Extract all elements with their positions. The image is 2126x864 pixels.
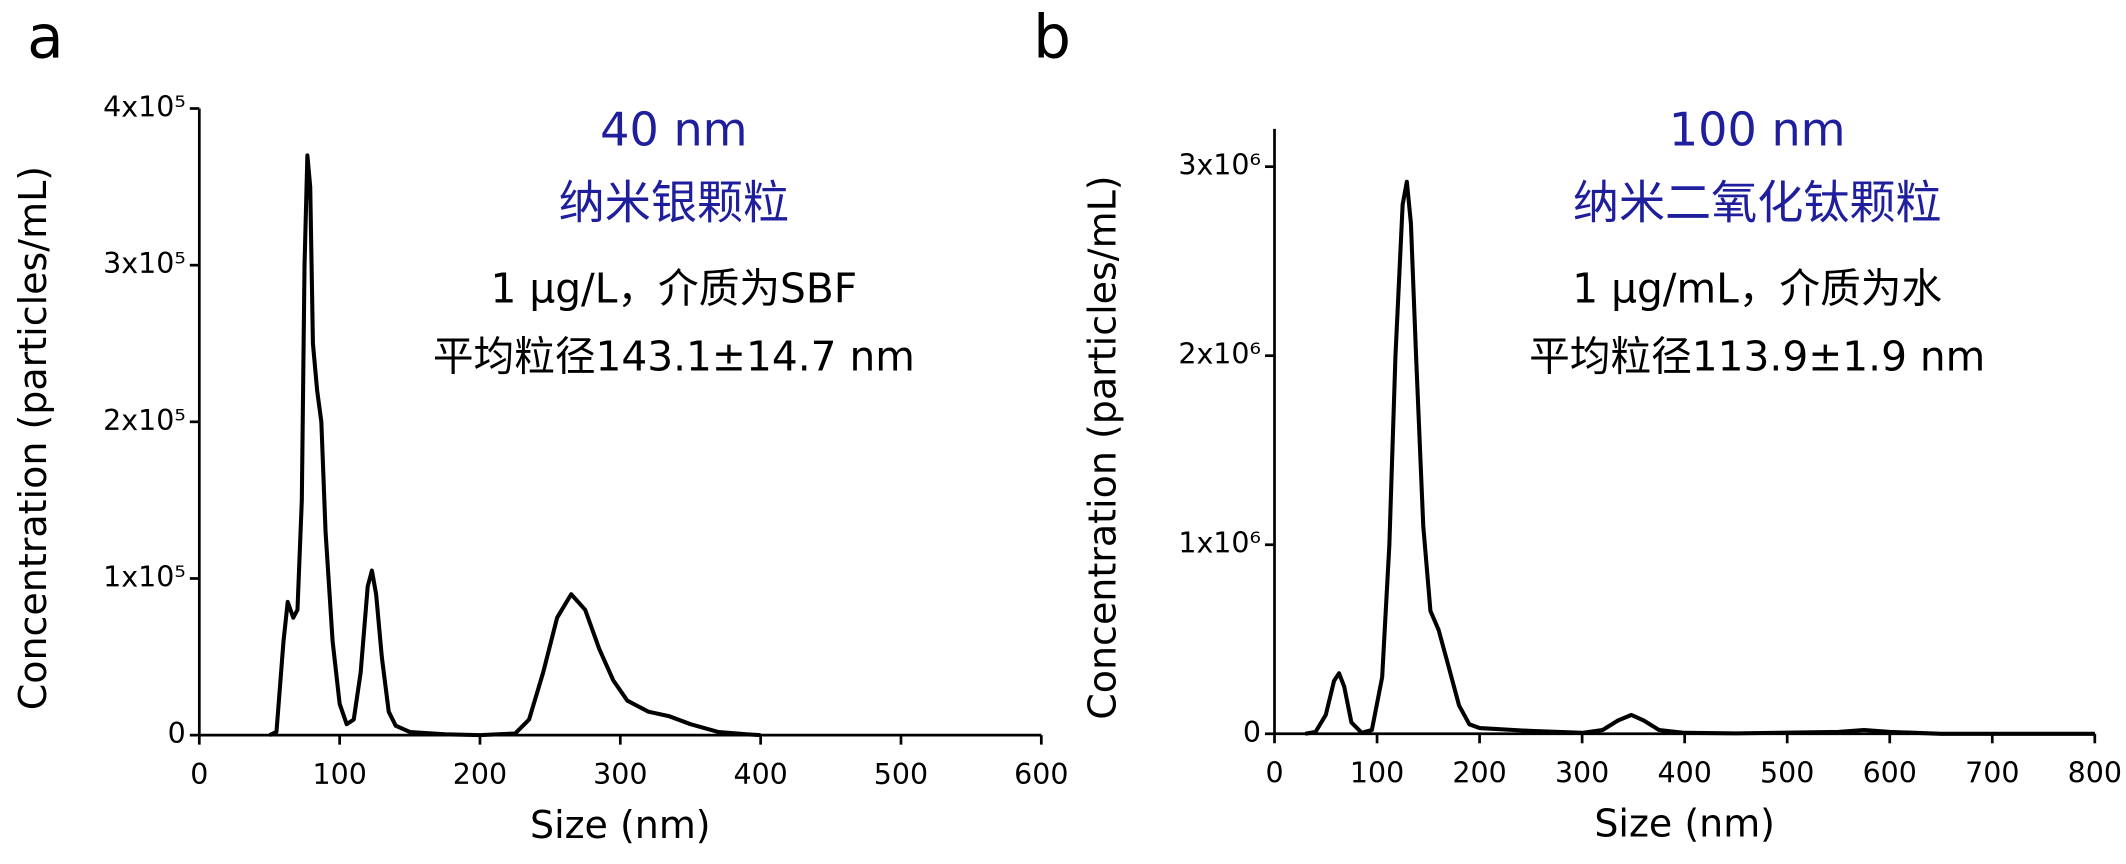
annotation-title: 40 nm [600, 102, 747, 156]
x-tick-label: 200 [453, 758, 507, 791]
x-axis-title: Size (nm) [1594, 802, 1775, 846]
y-axis-title: Concentration (particles/mL) [1081, 175, 1125, 719]
x-tick-label: 400 [1657, 756, 1711, 789]
y-tick-label: 1x10⁵ [103, 560, 186, 593]
y-tick-label: 1x10⁶ [1178, 527, 1261, 560]
annotation-title: 纳米二氧化钛颗粒 [1573, 176, 1942, 230]
x-tick-label: 700 [1965, 756, 2019, 789]
x-tick-label: 0 [1265, 756, 1283, 789]
x-tick-label: 600 [1863, 756, 1917, 789]
y-axis-title: Concentration (particles/mL) [11, 166, 55, 710]
x-axis-title: Size (nm) [530, 803, 711, 847]
annotation: 平均粒径143.1±14.7 nm [433, 332, 915, 380]
y-tick-label: 0 [168, 717, 186, 750]
data-line [268, 153, 761, 738]
y-tick-label: 0 [1243, 716, 1261, 749]
x-tick-label: 500 [1760, 756, 1814, 789]
y-tick-label: 3x10⁶ [1178, 149, 1261, 182]
panel-label: b [1033, 3, 1071, 72]
x-tick-label: 500 [874, 758, 928, 791]
annotation: 1 μg/mL，介质为水 [1572, 265, 1942, 313]
y-tick-label: 4x10⁵ [103, 91, 186, 124]
y-tick-label: 2x10⁵ [103, 404, 186, 437]
x-tick-label: 600 [1014, 758, 1068, 791]
x-tick-label: 800 [2068, 756, 2122, 789]
y-tick-label: 3x10⁵ [103, 247, 186, 280]
x-tick-label: 200 [1452, 756, 1506, 789]
x-tick-label: 100 [312, 758, 366, 791]
y-tick-label: 2x10⁶ [1178, 338, 1261, 371]
annotation-title: 纳米银颗粒 [559, 176, 789, 230]
annotation-title: 100 nm [1669, 102, 1846, 156]
annotation: 1 μg/L，介质为SBF [491, 265, 858, 313]
x-tick-label: 300 [593, 758, 647, 791]
x-tick-label: 100 [1350, 756, 1404, 789]
panel-label: a [27, 3, 64, 72]
annotation: 平均粒径113.9±1.9 nm [1529, 332, 1985, 380]
x-tick-label: 400 [733, 758, 787, 791]
data-line [1304, 179, 2095, 736]
x-tick-label: 300 [1555, 756, 1609, 789]
x-tick-label: 0 [190, 758, 208, 791]
